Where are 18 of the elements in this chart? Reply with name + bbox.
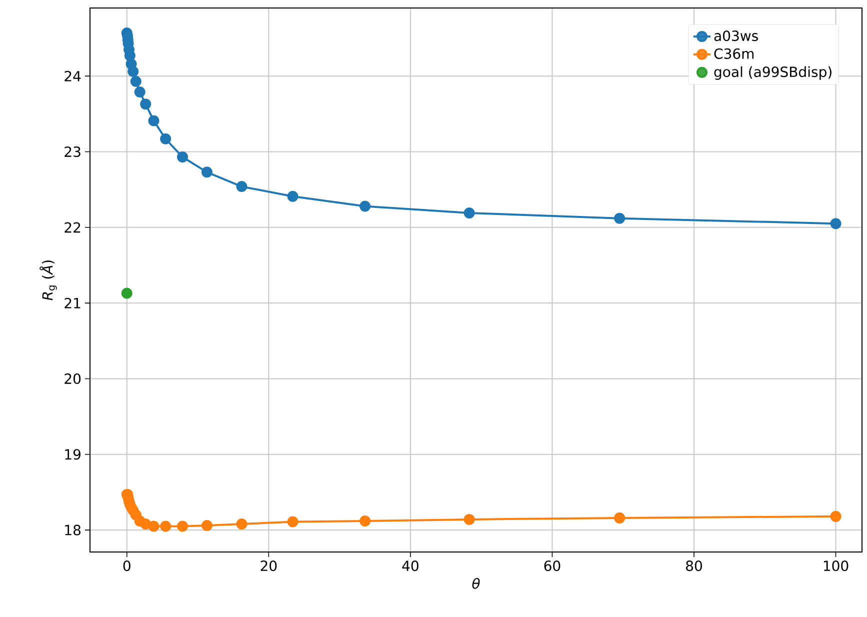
x-tick-label: 80 [686,560,702,572]
x-axis-title: θ [472,578,480,589]
y-tick-label: 20 [64,373,81,384]
legend-label: C36m [714,48,754,59]
x-tick-label: 100 [824,560,848,572]
x-tick-label: 0 [123,560,130,572]
x-tick-label: 60 [544,560,560,572]
legend-label: a03ws [714,30,758,42]
y-tick-label: 23 [64,146,80,158]
legend-label: goal (a99SBdisp) [714,66,832,80]
x-tick-label: 20 [260,560,277,572]
y-tick-label: 19 [65,449,80,460]
y-tick-label: 24 [64,70,81,82]
y-axis-title: R$_{g}$ (Å) [40,260,57,300]
x-tick-label: 40 [402,560,418,572]
y-tick-label: 21 [64,298,80,308]
y-tick-label: 22 [64,222,80,233]
y-tick-label: 18 [65,524,81,536]
